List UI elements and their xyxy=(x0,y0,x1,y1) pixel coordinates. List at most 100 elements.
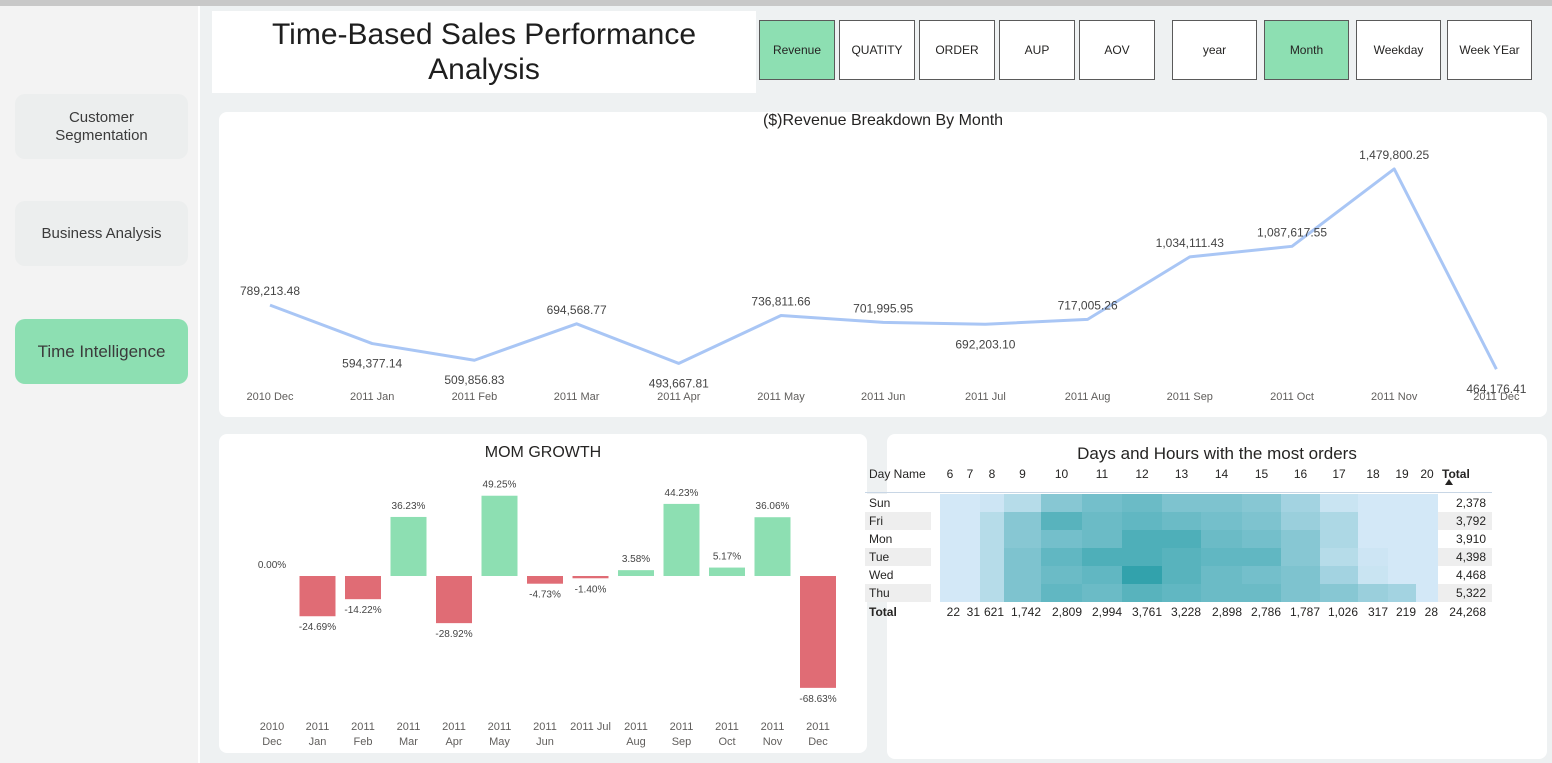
mom-growth-bar xyxy=(709,567,745,576)
heatmap-cell xyxy=(1041,512,1082,530)
revenue-chart-title: ($)Revenue Breakdown By Month xyxy=(762,112,1004,129)
revenue-data-label: 1,087,617.55 xyxy=(1257,225,1327,239)
heatmap-cell xyxy=(1082,566,1122,584)
mom-growth-data-label: 49.25% xyxy=(483,480,517,491)
metric-quantity-button[interactable]: QUATITY xyxy=(839,20,915,80)
heatmap-hour-header: 17 xyxy=(1332,467,1346,481)
heatmap-cell xyxy=(1201,548,1242,566)
heatmap-day-label: Mon xyxy=(869,532,893,546)
heatmap-hour-header: 9 xyxy=(1019,467,1026,481)
heatmap-cell xyxy=(980,494,1004,512)
heatmap-column-total: 1,742 xyxy=(1010,605,1041,619)
revenue-data-label: 1,479,800.25 xyxy=(1359,148,1429,162)
revenue-data-label: 509,856.83 xyxy=(444,373,504,387)
heatmap-total-header: Total xyxy=(1442,467,1470,481)
heatmap-cell xyxy=(1082,494,1122,512)
heatmap-cell xyxy=(1358,530,1388,548)
heatmap-cell xyxy=(940,530,960,548)
heatmap-cell xyxy=(1041,530,1082,548)
heatmap-hour-header: 19 xyxy=(1395,467,1409,481)
heatmap-cell xyxy=(1122,530,1162,548)
metric-aov-button[interactable]: AOV xyxy=(1079,20,1155,80)
mom-growth-bar xyxy=(299,576,336,617)
heatmap-cell xyxy=(1320,566,1358,584)
heatmap-row-total: 3,910 xyxy=(1455,532,1486,546)
heatmap-hour-header: 14 xyxy=(1214,467,1229,481)
mom-growth-x-tick-label: 2010 xyxy=(260,721,284,733)
heatmap-total-stripe xyxy=(1438,566,1492,584)
heatmap-column-total: 621 xyxy=(983,605,1004,619)
revenue-data-label: 694,568.77 xyxy=(547,303,607,317)
heatmap-day-label: Thu xyxy=(869,586,890,600)
nav-time-intelligence-button[interactable]: Time Intelligence xyxy=(15,319,188,384)
window-top-border xyxy=(0,0,1552,6)
period-week-year-button[interactable]: Week YEar xyxy=(1447,20,1532,80)
heatmap-cell xyxy=(1162,530,1201,548)
heatmap-cell xyxy=(960,548,980,566)
revenue-line-series xyxy=(269,167,1498,370)
heatmap-hour-header: 15 xyxy=(1254,467,1269,481)
mom-growth-bar xyxy=(527,576,563,584)
heatmap-cell xyxy=(1242,548,1281,566)
heatmap-column-total: 2,898 xyxy=(1211,605,1242,619)
revenue-x-tick-label: 2011 Mar xyxy=(554,391,600,403)
revenue-data-label: 594,377.14 xyxy=(342,357,402,371)
metric-aup-button[interactable]: AUP xyxy=(999,20,1075,80)
heatmap-cell xyxy=(1416,512,1438,530)
period-month-button[interactable]: Month xyxy=(1264,20,1349,80)
heatmap-cell xyxy=(1242,566,1281,584)
heatmap-cell xyxy=(1242,530,1281,548)
heatmap-cell xyxy=(980,530,1004,548)
revenue-x-tick-label: 2011 Jun xyxy=(861,391,905,403)
heatmap-cell xyxy=(1082,548,1122,566)
heatmap-cell xyxy=(1122,584,1162,602)
revenue-x-tick-label: 2011 Aug xyxy=(1065,391,1111,403)
mom-growth-bar xyxy=(618,570,654,576)
period-year-button[interactable]: year xyxy=(1172,20,1257,80)
heatmap-cell xyxy=(1162,584,1201,602)
mom-growth-x-tick-label: Dec xyxy=(262,736,282,748)
heatmap-cell xyxy=(980,584,1004,602)
revenue-x-tick-label: 2011 Jul xyxy=(965,391,1006,403)
heatmap-cell xyxy=(960,530,980,548)
heatmap-hour-header: 13 xyxy=(1174,467,1189,481)
mom-growth-data-label: 36.23% xyxy=(392,501,426,512)
heatmap-cell xyxy=(1201,494,1242,512)
mom-growth-x-tick-label: 2011 xyxy=(533,721,557,733)
mom-growth-data-label: 44.23% xyxy=(665,488,699,499)
metric-revenue-button[interactable]: Revenue xyxy=(759,20,835,80)
heatmap-cell xyxy=(1388,530,1416,548)
heatmap-hour-header: 12 xyxy=(1135,467,1149,481)
period-weekday-button[interactable]: Weekday xyxy=(1356,20,1441,80)
mom-growth-x-tick-label: 2011 xyxy=(397,721,421,733)
heatmap-cell xyxy=(940,566,960,584)
mom-growth-x-tick-label: 2011 xyxy=(351,721,375,733)
heatmap-cell xyxy=(960,584,980,602)
heatmap-cell xyxy=(1004,530,1041,548)
heatmap-cell xyxy=(1388,512,1416,530)
heatmap-cell xyxy=(1162,494,1201,512)
heatmap-column-total: 28 xyxy=(1424,605,1438,619)
heatmap-row-total: 4,398 xyxy=(1455,550,1486,564)
mom-growth-x-tick-label: 2011 xyxy=(624,721,648,733)
mom-growth-x-tick-label: Jan xyxy=(309,736,327,748)
heatmap-cell xyxy=(1004,512,1041,530)
heatmap-cell xyxy=(1201,584,1242,602)
heatmap-cell xyxy=(1082,512,1122,530)
heatmap-cell xyxy=(1122,566,1162,584)
heatmap-cell xyxy=(1358,584,1388,602)
revenue-data-label: 701,995.95 xyxy=(853,301,913,315)
heatmap-total-row-label: Total xyxy=(869,605,897,619)
revenue-x-tick-label: 2011 Feb xyxy=(452,391,498,403)
heatmap-corner-label: Day Name xyxy=(869,467,926,481)
nav-business-analysis-button[interactable]: Business Analysis xyxy=(15,201,188,266)
heatmap-cell xyxy=(1281,530,1320,548)
nav-customer-segmentation-button[interactable]: Customer Segmentation xyxy=(15,94,188,159)
heatmap-cell xyxy=(960,494,980,512)
mom-growth-x-tick-label: 2011 xyxy=(488,721,512,733)
metric-order-button[interactable]: ORDER xyxy=(919,20,995,80)
mom-growth-x-tick-label: Aug xyxy=(626,736,646,748)
heatmap-cell xyxy=(1358,494,1388,512)
mom-growth-x-tick-label: Nov xyxy=(763,736,783,748)
revenue-data-label: 1,034,111.43 xyxy=(1156,236,1225,250)
